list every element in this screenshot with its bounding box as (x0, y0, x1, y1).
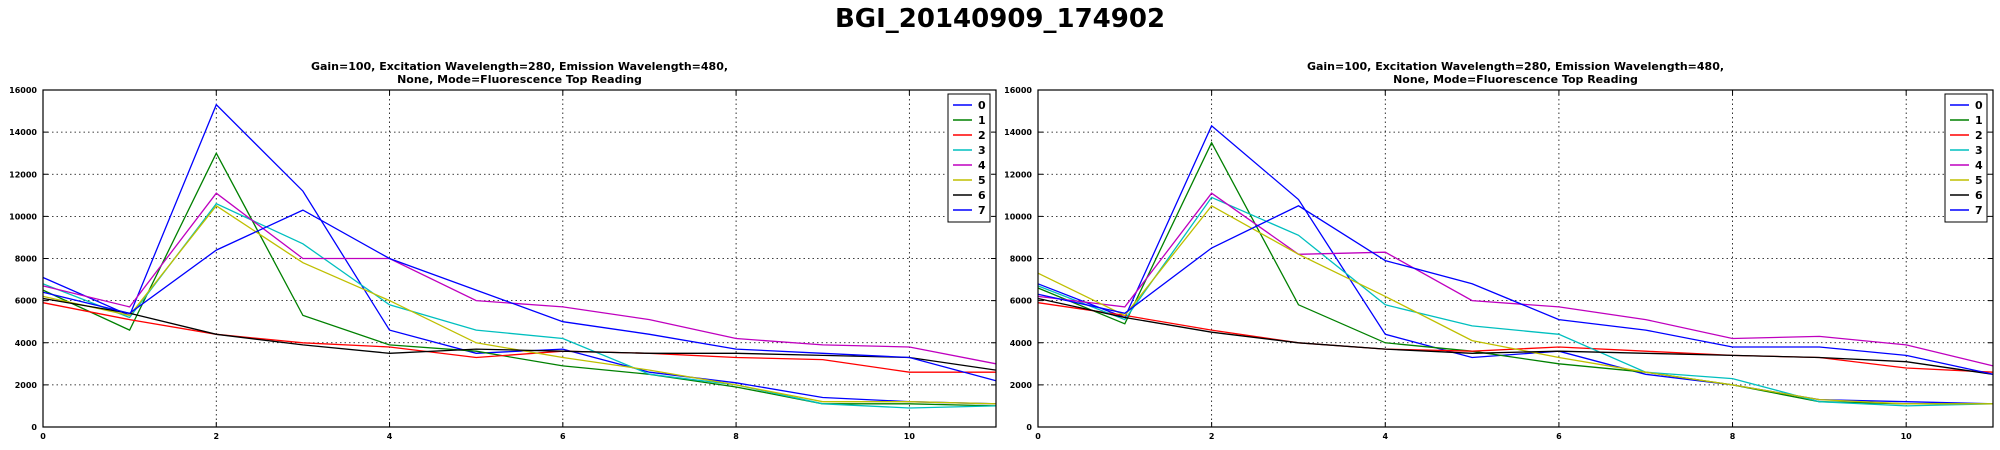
legend-label-7: 7 (978, 204, 986, 217)
legend-label-6: 6 (1975, 189, 1983, 202)
x-tick-label: 8 (733, 432, 739, 441)
legend-label-4: 4 (1975, 159, 1983, 172)
y-tick-label: 6000 (1010, 297, 1033, 306)
legend-label-1: 1 (978, 114, 986, 127)
y-tick-label: 6000 (15, 297, 38, 306)
y-tick-label: 4000 (1010, 339, 1033, 348)
y-tick-label: 8000 (15, 255, 38, 264)
legend-label-0: 0 (1975, 99, 1983, 112)
y-tick-label: 2000 (1010, 381, 1033, 390)
legend-label-6: 6 (978, 189, 986, 202)
x-tick-label: 0 (1035, 432, 1041, 441)
chart-title: Gain=100, Excitation Wavelength=280, Emi… (1307, 60, 1724, 73)
y-tick-label: 2000 (15, 381, 38, 390)
chart-panel-1: Gain=100, Excitation Wavelength=280, Emi… (9, 60, 997, 441)
series-line-4 (42, 192, 997, 365)
x-tick-label: 6 (560, 432, 566, 441)
legend-label-4: 4 (978, 159, 986, 172)
series-line-1 (1037, 141, 1993, 405)
legend-label-2: 2 (978, 129, 986, 142)
chart-subtitle: None, Mode=Fluorescence Top Reading (397, 73, 642, 86)
series-line-2 (42, 302, 996, 373)
series-line-2 (1037, 302, 1994, 373)
y-tick-label: 4000 (15, 339, 38, 348)
series-line-5 (1037, 204, 1993, 405)
series-line-5 (42, 204, 997, 405)
chart-title: Gain=100, Excitation Wavelength=280, Emi… (311, 60, 728, 73)
x-tick-label: 4 (387, 432, 393, 441)
y-tick-label: 0 (1026, 423, 1032, 432)
legend-label-2: 2 (1975, 129, 1983, 142)
chart-subtitle: None, Mode=Fluorescence Top Reading (1393, 73, 1638, 86)
legend-label-1: 1 (1975, 114, 1983, 127)
x-tick-label: 10 (904, 432, 916, 441)
series-line-7 (42, 209, 997, 382)
legend: 0 1 2 3 4 5 6 7 (1944, 93, 1988, 223)
series-line-6 (42, 297, 997, 371)
y-tick-label: 12000 (1004, 170, 1032, 179)
series-line-7 (1037, 205, 1994, 375)
series-line-1 (42, 151, 997, 407)
figure-title: BGI_20140909_174902 (835, 4, 1165, 34)
x-tick-label: 2 (1209, 432, 1215, 441)
legend-box (947, 93, 991, 223)
y-tick-label: 14000 (1004, 128, 1032, 137)
y-tick-label: 16000 (9, 86, 37, 95)
legend-box (1944, 93, 1988, 223)
x-tick-label: 0 (40, 432, 46, 441)
legend-label-3: 3 (1975, 144, 1983, 157)
series-line-4 (1037, 192, 1994, 367)
x-tick-label: 8 (1730, 432, 1736, 441)
y-tick-label: 0 (31, 423, 37, 432)
y-tick-label: 16000 (1004, 86, 1032, 95)
x-tick-label: 10 (1901, 432, 1913, 441)
legend-label-0: 0 (978, 99, 986, 112)
y-tick-label: 10000 (9, 212, 37, 221)
legend: 0 1 2 3 4 5 6 7 (947, 93, 991, 223)
y-tick-label: 8000 (1010, 255, 1033, 264)
legend-label-3: 3 (978, 144, 986, 157)
y-tick-label: 10000 (1004, 212, 1032, 221)
legend-label-5: 5 (978, 174, 986, 187)
series-line-0 (42, 103, 997, 405)
x-tick-label: 6 (1556, 432, 1562, 441)
x-tick-label: 4 (1382, 432, 1388, 441)
series-line-3 (1037, 196, 1994, 407)
legend-label-5: 5 (1975, 174, 1983, 187)
series-line-0 (1037, 124, 1994, 405)
legend-label-7: 7 (1975, 204, 1983, 217)
series-line-6 (1037, 297, 1994, 375)
y-tick-label: 12000 (9, 170, 37, 179)
x-tick-label: 2 (213, 432, 219, 441)
series-line-3 (42, 202, 997, 409)
y-tick-label: 14000 (9, 128, 37, 137)
chart-panel-2: Gain=100, Excitation Wavelength=280, Emi… (1004, 60, 1994, 441)
